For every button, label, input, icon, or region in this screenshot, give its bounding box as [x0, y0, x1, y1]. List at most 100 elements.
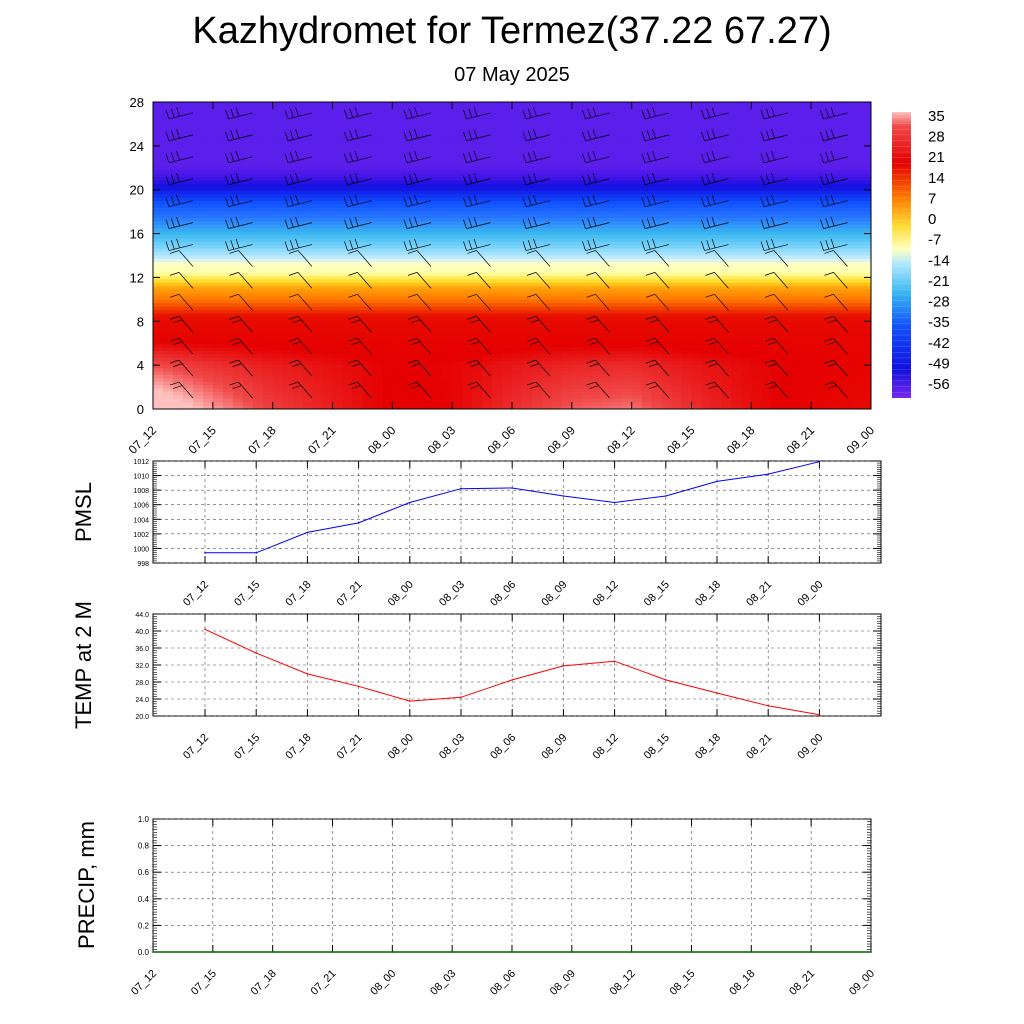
- heatmap-cell: [561, 105, 573, 110]
- heatmap-cell: [651, 183, 663, 188]
- heatmap-cell: [831, 224, 842, 229]
- heatmap-cell: [661, 136, 673, 141]
- heatmap-cell: [581, 170, 593, 175]
- heatmap-cell: [282, 166, 294, 171]
- heatmap-cell: [601, 187, 613, 192]
- heatmap-cell: [801, 170, 812, 175]
- heatmap-cell: [202, 136, 214, 141]
- heatmap-cell: [292, 235, 304, 240]
- heatmap-cell: [322, 255, 334, 260]
- heatmap-cell: [771, 204, 782, 209]
- heatmap-cell: [771, 163, 782, 168]
- heatmap-cell: [272, 282, 284, 287]
- heatmap-cell: [521, 275, 533, 280]
- heatmap-cell: [791, 112, 802, 117]
- heatmap-cell: [502, 187, 513, 192]
- heatmap-cell: [182, 313, 194, 318]
- heatmap-cell: [651, 125, 663, 130]
- heatmap-cell: [472, 211, 483, 216]
- heatmap-cell: [412, 163, 423, 168]
- heatmap-cell: [831, 214, 842, 219]
- heatmap-cell: [482, 166, 493, 171]
- heatmap-cell: [422, 108, 433, 113]
- heatmap-cell: [432, 153, 443, 158]
- heatmap-cell: [791, 166, 802, 171]
- heatmap-cell: [462, 132, 473, 137]
- heatmap-cell: [302, 306, 314, 311]
- heatmap-cell: [172, 238, 184, 243]
- heatmap-cell: [631, 289, 643, 294]
- heatmap-cell: [651, 299, 663, 304]
- heatmap-cell: [182, 275, 194, 280]
- heatmap-cell: [292, 217, 304, 222]
- heatmap-cell: [402, 142, 413, 147]
- heatmap-cell: [202, 153, 214, 158]
- heatmap-cell: [681, 241, 693, 246]
- heatmap-cell: [601, 200, 613, 205]
- heatmap-cell: [591, 112, 603, 117]
- heatmap-cell: [302, 238, 314, 243]
- heatmap-cell: [771, 214, 782, 219]
- heatmap-cell: [781, 146, 792, 151]
- heatmap-cell: [761, 231, 772, 236]
- heatmap-cell: [252, 248, 264, 253]
- heatmap-cell: [452, 136, 463, 141]
- heatmap-cell: [601, 132, 613, 137]
- heatmap-cell: [671, 231, 683, 236]
- heatmap-cell: [222, 282, 234, 287]
- heatmap-cell: [761, 142, 772, 147]
- heatmap-cell: [611, 119, 623, 124]
- heatmap-cell: [292, 159, 304, 164]
- heatmap-cell: [202, 306, 214, 311]
- heatmap-cell: [442, 231, 453, 236]
- heatmap-cell: [392, 228, 403, 233]
- heatmap-cell: [531, 200, 543, 205]
- heatmap-cell: [701, 197, 713, 202]
- heatmap-cell: [242, 252, 254, 257]
- heatmap-cell: [172, 299, 184, 304]
- heatmap-cell: [292, 303, 304, 308]
- heatmap-cell: [362, 258, 373, 263]
- heatmap-cell: [651, 241, 663, 246]
- heatmap-cell: [242, 313, 254, 318]
- heatmap-cell: [382, 105, 393, 110]
- heatmap-cell: [651, 153, 663, 158]
- heatmap-cell: [292, 187, 304, 192]
- heatmap-cell: [841, 224, 852, 229]
- heatmap-cell: [581, 187, 593, 192]
- heatmap-cell: [701, 125, 713, 130]
- heatmap-cell: [282, 122, 294, 127]
- heatmap-cell: [711, 303, 723, 308]
- heatmap-cell: [292, 139, 304, 144]
- heatmap-cell: [262, 146, 274, 151]
- heatmap-cell: [681, 153, 693, 158]
- heatmap-cell: [462, 313, 473, 318]
- heatmap-cell: [831, 197, 842, 202]
- heatmap-cell: [731, 238, 742, 243]
- heatmap-cell: [831, 296, 842, 301]
- heatmap-cell: [531, 177, 543, 182]
- heatmap-cell: [182, 269, 194, 274]
- heatmap-cell: [482, 303, 493, 308]
- heatmap-cell: [711, 108, 723, 113]
- heatmap-cell: [751, 272, 762, 277]
- heatmap-cell: [272, 170, 284, 175]
- heatmap-cell: [322, 166, 334, 171]
- heatmap-cell: [541, 187, 553, 192]
- heatmap-cell: [282, 224, 294, 229]
- heatmap-cell: [691, 235, 703, 240]
- heatmap-cell: [492, 170, 503, 175]
- heatmap-cell: [861, 323, 871, 328]
- heatmap-cell: [731, 320, 742, 325]
- heatmap-cell: [651, 333, 663, 338]
- heatmap-cell: [272, 142, 284, 147]
- heatmap-cell: [531, 187, 543, 192]
- heatmap-cell: [222, 125, 234, 130]
- heatmap-cell: [661, 115, 673, 120]
- heatmap-cell: [671, 115, 683, 120]
- heatmap-cell: [432, 238, 443, 243]
- heatmap-cell: [512, 159, 523, 164]
- heatmap-cell: [332, 293, 344, 298]
- heatmap-cell: [332, 125, 344, 130]
- heatmap-cell: [482, 248, 493, 253]
